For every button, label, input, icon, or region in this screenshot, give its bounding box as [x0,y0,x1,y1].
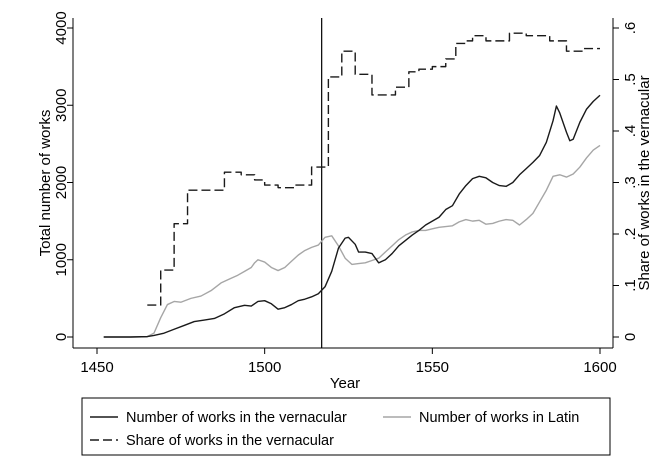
series-layer [103,32,601,338]
y-axis-title-left: Total number of works [37,110,54,257]
y-left-tick-label: 0 [53,333,70,341]
series-share-of-works-in-the-vernacular [147,32,600,306]
y-left-tick-label: 1000 [53,243,70,276]
x-axis-title: Year [330,375,360,392]
y-right-tick-label: 0 [622,333,639,341]
axes: 1450 1500 1550 1600 0 1000 2000 3000 4000 0 .1 .2 .3… [53,11,639,376]
y-right-tick-label: .2 [622,228,639,241]
y-left-tick-label: 4000 [53,11,70,44]
y-axis-title-right: Share of works in the vernacular [636,75,653,290]
legend-label-number-of-works-in-latin: Number of works in Latin [419,410,579,426]
legend-box [81,397,611,456]
x-tick-label: 1450 [80,359,113,376]
x-tick-label: 1600 [583,359,616,376]
y-right-tick-label: .4 [622,125,639,138]
y-right-tick-label: .3 [622,176,639,189]
x-tick-label: 1500 [248,359,281,376]
y-left-tick-label: 3000 [53,89,70,122]
series-number-of-works-in-the-vernacular [103,94,601,338]
y-left-tick-label: 2000 [53,166,70,199]
legend: Number of works in the vernacular Number … [81,397,611,456]
legend-label-number-of-works-in-the-vernacular: Number of works in the vernacular [126,410,347,426]
y-right-tick-label: .5 [622,73,639,86]
y-right-tick-label: .6 [622,22,639,35]
y-right-tick-label: .1 [622,279,639,292]
series-number-of-works-in-latin [103,144,601,338]
legend-label-share-of-works-in-the-vernacular: Share of works in the vernacular [126,433,334,449]
x-tick-label: 1550 [416,359,449,376]
